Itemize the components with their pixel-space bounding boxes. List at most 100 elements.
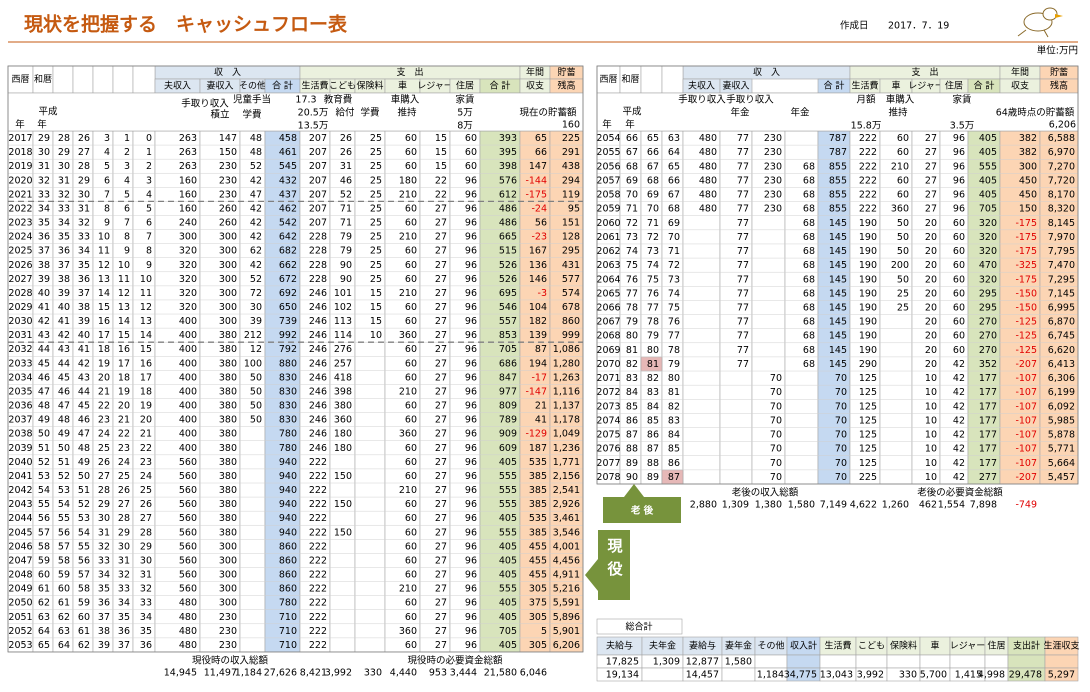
table-cell: 25 xyxy=(897,288,909,299)
table-cell: 68 xyxy=(803,190,815,201)
table-cell: 25 xyxy=(370,133,382,144)
table-cell: 320 xyxy=(979,274,997,285)
table-cell: 60 xyxy=(953,246,965,257)
table-cell: 228 xyxy=(309,232,327,243)
table-cell: 860 xyxy=(279,584,297,595)
table-cell: 25 xyxy=(897,303,909,314)
table-cell: 940 xyxy=(279,457,297,468)
table-cell: 6,970 xyxy=(1048,147,1075,158)
year-cell: 2021 xyxy=(8,189,32,200)
table-cell: 190 xyxy=(859,317,877,328)
table-cell: 246 xyxy=(309,344,327,355)
table-cell: 855 xyxy=(829,190,847,201)
table-cell: 52 xyxy=(250,274,262,285)
column-header: 収支 xyxy=(526,80,544,92)
summary-header: レジャー xyxy=(950,642,986,652)
table-cell: 42 xyxy=(953,401,965,412)
table-cell: 400 xyxy=(179,316,197,327)
footer-total: 1,260 xyxy=(882,500,909,511)
table-cell: 830 xyxy=(279,386,297,397)
table-cell: 27 xyxy=(435,358,447,369)
table-cell: 207 xyxy=(309,189,327,200)
table-cell: 114 xyxy=(334,330,352,341)
table-cell: 68 xyxy=(803,218,815,229)
table-cell: 29 xyxy=(78,175,90,186)
table-cell: 555 xyxy=(499,527,517,538)
column-bg xyxy=(784,130,819,485)
table-cell: 270 xyxy=(979,345,997,356)
table-cell: 190 xyxy=(859,274,877,285)
table-cell: 84 xyxy=(668,430,680,441)
column-group-header: 収 入 xyxy=(753,67,780,78)
table-cell: 90 xyxy=(340,274,352,285)
table-cell: 352 xyxy=(979,359,997,370)
table-cell: 65 xyxy=(668,161,680,172)
table-cell: 73 xyxy=(626,232,638,243)
footer-total: 11,497 xyxy=(204,668,237,679)
table-cell: 96 xyxy=(465,330,477,341)
table-cell: 291 xyxy=(562,147,580,158)
table-cell: 6,745 xyxy=(1048,331,1075,342)
table-cell: 62 xyxy=(78,640,90,651)
table-cell: 67 xyxy=(668,190,680,201)
table-cell: 60 xyxy=(897,190,909,201)
table-cell: 80 xyxy=(626,331,638,342)
summary-header: 収入計 xyxy=(790,640,817,652)
table-cell: 25 xyxy=(370,232,382,243)
table-cell: 8 xyxy=(104,203,110,214)
table-cell: 462 xyxy=(279,203,297,214)
table-cell: 96 xyxy=(465,457,477,468)
table-cell: 190 xyxy=(859,218,877,229)
year-cell: 2077 xyxy=(596,458,620,469)
created-label: 作成日 xyxy=(840,20,869,32)
table-cell: 545 xyxy=(279,161,297,172)
table-cell: 260 xyxy=(219,203,237,214)
table-cell: 33 xyxy=(118,584,130,595)
table-cell: 300 xyxy=(179,232,197,243)
column-bg xyxy=(7,130,34,653)
table-cell: -207 xyxy=(1015,359,1037,370)
column-bg xyxy=(329,130,356,653)
footer-total: 6,046 xyxy=(520,668,547,679)
table-cell: 27 xyxy=(435,555,447,566)
table-cell: 555 xyxy=(979,161,997,172)
table-cell: 20 xyxy=(925,274,937,285)
table-cell: 6,870 xyxy=(1048,317,1075,328)
table-cell: 10 xyxy=(370,330,382,341)
year-cell: 2063 xyxy=(596,260,620,271)
table-cell: 96 xyxy=(465,302,477,313)
table-cell: 35 xyxy=(38,218,50,229)
table-cell: 240 xyxy=(179,218,197,229)
table-cell: 555 xyxy=(499,485,517,496)
footer-label: 現役時の必要資金総額 xyxy=(407,655,503,667)
table-cell: 70 xyxy=(835,387,847,398)
table-cell: 12 xyxy=(250,344,262,355)
header-note: 年金 xyxy=(730,107,750,119)
table-cell: 71 xyxy=(626,204,638,215)
column-group-header: 年間 xyxy=(526,66,544,78)
table-cell: 27 xyxy=(435,386,447,397)
table-cell: 145 xyxy=(829,359,847,370)
table-cell: 360 xyxy=(334,415,352,426)
table-cell: 228 xyxy=(309,260,327,271)
table-cell: 546 xyxy=(499,302,517,313)
title: 現状を把握する キャッシュフロー表 xyxy=(24,13,348,36)
table-cell: 42 xyxy=(953,387,965,398)
table-cell: 96 xyxy=(465,218,477,229)
table-cell: 230 xyxy=(219,189,237,200)
table-cell: 34 xyxy=(78,246,90,257)
table-cell: 27 xyxy=(78,147,90,158)
table-cell: 50 xyxy=(897,274,909,285)
table-cell: 125 xyxy=(859,444,877,455)
table-cell: -150 xyxy=(1015,288,1037,299)
table-cell: 160 xyxy=(179,203,197,214)
table-cell: 405 xyxy=(499,541,517,552)
table-cell: 16 xyxy=(140,358,152,369)
table-cell: 96 xyxy=(465,175,477,186)
table-cell: 190 xyxy=(859,232,877,243)
table-cell: -107 xyxy=(1015,373,1037,384)
table-cell: 380 xyxy=(219,372,237,383)
table-cell: 300 xyxy=(219,541,237,552)
table-cell: 300 xyxy=(219,260,237,271)
table-cell: 27 xyxy=(925,204,937,215)
